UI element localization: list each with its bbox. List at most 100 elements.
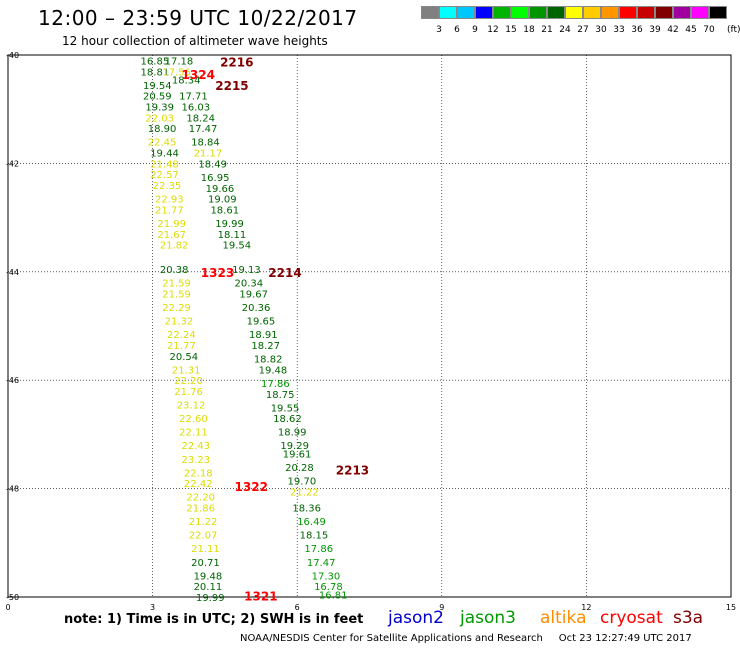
wave-height-value: 18.24 [186, 113, 215, 124]
wave-height-value: 18.81 [141, 67, 170, 78]
satellite-label-altika: altika [540, 608, 587, 628]
wave-height-value: 19.99 [215, 219, 244, 230]
wave-height-value: 22.57 [150, 170, 179, 181]
wave-height-value: 18.99 [278, 428, 307, 439]
wave-height-value: 17.71 [179, 92, 208, 103]
legend-swatch [493, 6, 511, 19]
wave-height-value: 16.03 [182, 102, 211, 113]
wave-height-value: 22.07 [189, 531, 218, 542]
wave-height-value: 18.15 [300, 531, 329, 542]
map-grid [7, 54, 732, 598]
wave-height-value: 22.11 [179, 428, 208, 439]
wave-height-value: 19.61 [283, 449, 312, 460]
wave-height-value: 21.17 [194, 149, 223, 160]
wave-height-value: 19.54 [143, 81, 172, 92]
track-time-label: 1324 [182, 68, 215, 82]
wave-height-value: 19.09 [208, 195, 237, 206]
wave-height-value: 18.27 [251, 341, 280, 352]
wave-height-value: 19.55 [271, 403, 300, 414]
wave-height-value: 16.81 [319, 590, 348, 601]
legend-label: 6 [454, 25, 460, 35]
track-time-label: 1321 [244, 589, 277, 603]
wave-height-value: 18.84 [191, 138, 220, 149]
legend-label: 33 [613, 25, 625, 35]
wave-height-value: 21.32 [165, 317, 194, 328]
y-tick-label: -44 [6, 268, 19, 277]
wave-height-value: 19.99 [196, 593, 225, 604]
wave-height-value: 21.22 [290, 487, 319, 498]
wave-height-value: 21.77 [155, 205, 184, 216]
legend-swatch [421, 6, 439, 19]
legend-swatch [583, 6, 601, 19]
satellite-label-s3a: s3a [673, 608, 704, 628]
legend-label: 30 [595, 25, 607, 35]
wave-height-value: 19.39 [145, 102, 174, 113]
legend-label: 12 [487, 25, 499, 35]
legend-swatch [637, 6, 655, 19]
track-time-label: 2214 [268, 266, 301, 280]
wave-height-value: 17.86 [304, 544, 333, 555]
satellite-label-cryosat: cryosat [600, 608, 663, 628]
wave-height-value: 20.11 [194, 582, 223, 593]
legend-swatch [709, 6, 727, 19]
track-time-label: 1322 [235, 480, 268, 494]
legend-swatch [691, 6, 709, 19]
legend-swatch [619, 6, 637, 19]
wave-height-value: 22.03 [145, 113, 174, 124]
wave-height-value: 21.48 [150, 159, 179, 170]
wave-height-value: 19.48 [259, 365, 288, 376]
wave-height-value: 20.54 [169, 352, 198, 363]
wave-height-value: 18.62 [273, 414, 302, 425]
legend-swatch [547, 6, 565, 19]
wave-height-value: 21.31 [172, 365, 201, 376]
legend-swatch [475, 6, 493, 19]
x-tick-label: 12 [581, 603, 591, 612]
legend-swatch [565, 6, 583, 19]
note-text: note: 1) Time is in UTC; 2) SWH is in fe… [64, 612, 364, 627]
wave-height-value: 19.29 [280, 441, 309, 452]
wave-height-value: 19.70 [288, 476, 317, 487]
wave-height-value: 21.11 [191, 544, 220, 555]
y-tick-label: -46 [6, 376, 19, 385]
track-time-label: 2216 [220, 56, 253, 70]
legend-swatch [457, 6, 475, 19]
wave-height-value: 17.86 [261, 379, 290, 390]
wave-height-value: 16.78 [314, 582, 343, 593]
wave-height-value: 20.28 [285, 463, 314, 474]
wave-height-value: 18.34 [172, 75, 201, 86]
track-time-label: 2213 [336, 464, 369, 478]
wave-height-value: 23.23 [182, 455, 211, 466]
wave-height-value: 17.47 [189, 124, 218, 135]
wave-height-value: 22.20 [186, 493, 215, 504]
wave-height-value: 19.66 [206, 184, 235, 195]
y-tick-label: -42 [6, 159, 19, 168]
wave-height-value: 19.44 [150, 149, 179, 160]
legend-label: 18 [523, 25, 535, 35]
wave-height-value: 18.90 [148, 124, 177, 135]
wave-height-value: 19.54 [222, 241, 251, 252]
wave-height-value: 17.18 [165, 56, 194, 67]
wave-height-value: 18.36 [292, 504, 321, 515]
wave-height-value: 17.30 [312, 571, 341, 582]
wave-height-value: 18.11 [218, 230, 247, 241]
wave-height-value: 21.59 [162, 279, 191, 290]
wave-height-value: 16.95 [201, 173, 230, 184]
wave-height-value: 20.59 [143, 92, 172, 103]
wave-height-value: 22.45 [148, 138, 177, 149]
wave-height-value: 19.13 [232, 265, 261, 276]
legend-label: 39 [649, 25, 661, 35]
satellite-label-jason3: jason3 [460, 608, 516, 628]
wave-height-value: 17.47 [307, 558, 336, 569]
x-tick-label: 9 [439, 603, 444, 612]
wave-height-value: 19.65 [247, 317, 276, 328]
legend-swatch [601, 6, 619, 19]
wave-height-value: 22.42 [184, 479, 213, 490]
legend-label: 3 [436, 25, 442, 35]
wave-height-value: 21.59 [162, 289, 191, 300]
wave-height-value: 21.86 [186, 504, 215, 515]
legend-label: 21 [541, 25, 553, 35]
legend-swatch [529, 6, 547, 19]
y-tick-label: -48 [6, 485, 19, 494]
wave-height-value: 21.77 [167, 341, 196, 352]
